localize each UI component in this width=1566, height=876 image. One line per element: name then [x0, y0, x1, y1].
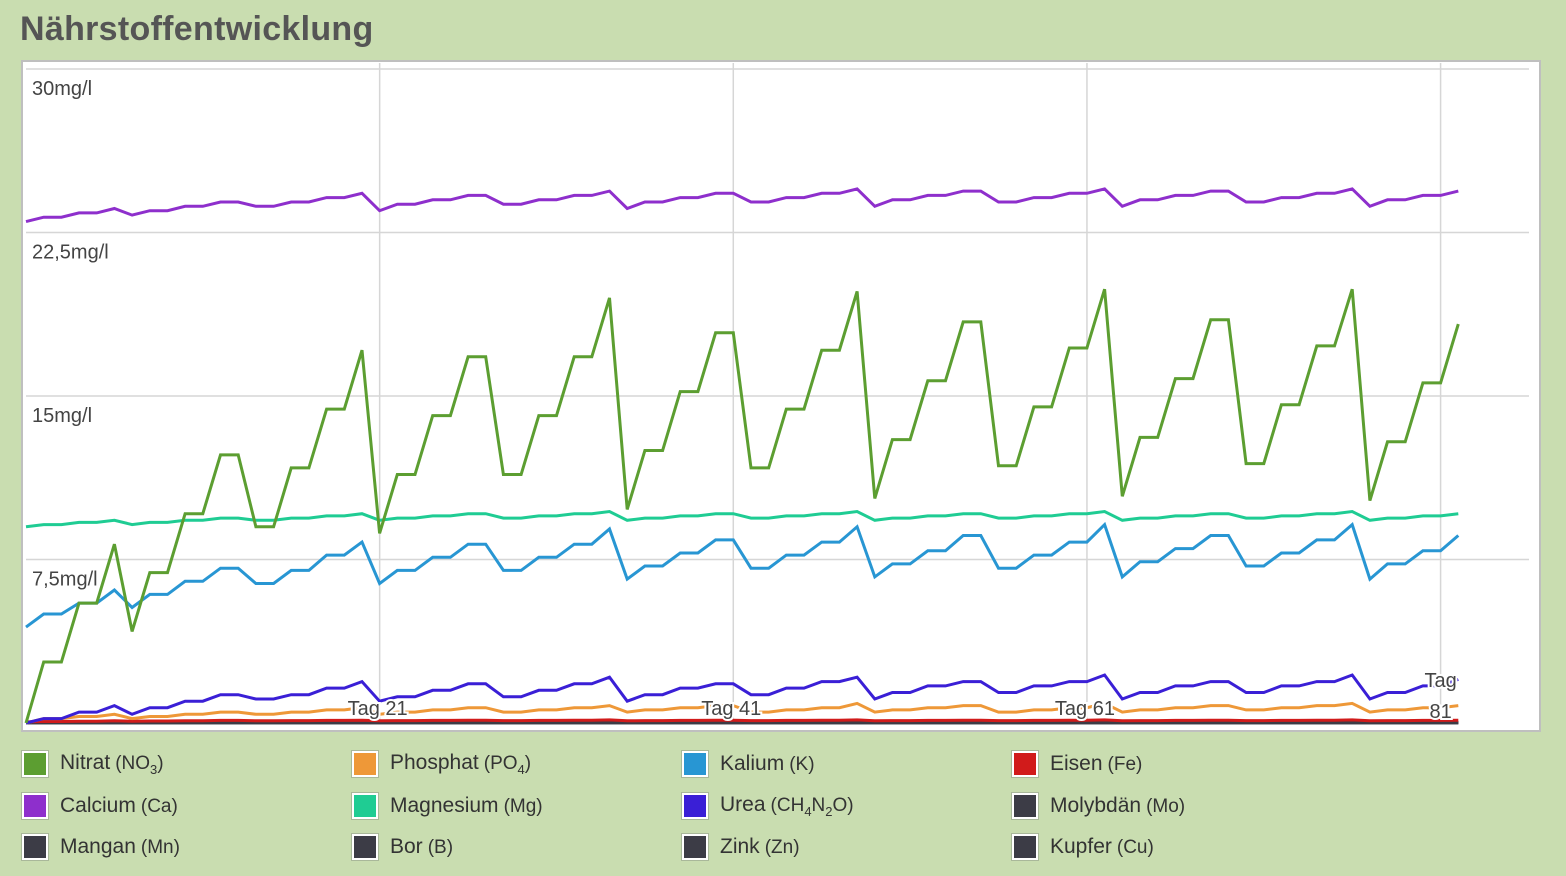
legend-formula: (Cu) [1116, 837, 1154, 858]
legend-item-eisen[interactable]: Eisen (Fe) [1012, 751, 1142, 777]
y-tick-label: 22,5mg/l [32, 242, 109, 264]
svg-text:Tag 61: Tag 61 [1055, 698, 1115, 720]
svg-text:81: 81 [1429, 701, 1451, 723]
legend-swatch[interactable] [352, 834, 378, 860]
legend-formula: (Ca) [140, 796, 178, 817]
legend-formula: (Fe) [1107, 754, 1143, 775]
y-tick-label: 30mg/l [32, 78, 92, 100]
legend-label: Bor (B) [390, 835, 453, 859]
series-line-nitrat [24, 288, 1460, 724]
x-tick-label: Tag 21 [346, 696, 410, 722]
legend-item-calcium[interactable]: Calcium (Ca) [22, 793, 178, 819]
legend-item-kupfer[interactable]: Kupfer (Cu) [1012, 834, 1154, 860]
svg-text:Tag: Tag [1424, 670, 1456, 692]
legend-swatch[interactable] [682, 793, 708, 819]
legend-formula: (CH4N2O) [770, 795, 854, 819]
legend-swatch[interactable] [1012, 793, 1038, 819]
legend-swatch[interactable] [22, 834, 48, 860]
legend-swatch[interactable] [682, 834, 708, 860]
legend-swatch[interactable] [1012, 751, 1038, 777]
legend-item-mangan[interactable]: Mangan (Mn) [22, 834, 180, 860]
legend-label: Mangan (Mn) [60, 835, 180, 859]
legend-name: Eisen [1050, 752, 1103, 775]
legend-label: Phosphat (PO4) [390, 751, 531, 777]
line-chart: 30mg/l 22,5mg/l 15mg/l 7,5mg/l Tag 21 Tag 41 T… [24, 63, 1529, 725]
legend-label: Calcium (Ca) [60, 794, 178, 818]
legend-item-kalium[interactable]: Kalium (K) [682, 751, 815, 777]
legend-item-nitrat[interactable]: Nitrat (NO3) [22, 751, 164, 777]
legend-formula: (NO3) [115, 753, 164, 777]
legend-name: Urea [720, 793, 766, 817]
legend-item-zink[interactable]: Zink (Zn) [682, 834, 800, 860]
chart-frame: 30mg/l 22,5mg/l 15mg/l 7,5mg/l Tag 21 Tag 41 T… [21, 60, 1541, 732]
series-line-phosphat [25, 701, 1459, 725]
series-line-eisen [25, 718, 1459, 724]
series-line-urea [25, 673, 1459, 725]
legend-name: Magnesium [390, 794, 499, 817]
legend-name: Kupfer [1050, 835, 1112, 858]
legend-item-magnesium[interactable]: Magnesium (Mg) [352, 793, 543, 819]
legend-swatch[interactable] [352, 793, 378, 819]
legend-label: Kupfer (Cu) [1050, 835, 1154, 859]
legend-name: Calcium [60, 794, 136, 817]
x-tick-label: Tag 41 [699, 696, 763, 722]
legend-formula: (Mn) [140, 837, 180, 858]
series-line-calcium [25, 187, 1459, 224]
legend-formula: (Mo) [1146, 796, 1186, 817]
legend-formula: (PO4) [483, 753, 532, 777]
series-line-kalium [25, 521, 1460, 629]
legend-label: Nitrat (NO3) [60, 751, 164, 777]
legend-swatch[interactable] [682, 751, 708, 777]
legend-swatch[interactable] [352, 751, 378, 777]
x-tick-label: Tag 81 [1422, 668, 1458, 725]
legend-swatch[interactable] [22, 793, 48, 819]
legend-label: Zink (Zn) [720, 835, 800, 859]
series-line-magnesium [25, 509, 1459, 529]
legend-label: Kalium (K) [720, 752, 815, 776]
legend-name: Kalium [720, 752, 785, 775]
legend-name: Mangan [60, 835, 136, 858]
svg-text:Tag 21: Tag 21 [348, 698, 408, 720]
legend-label: Molybdän (Mo) [1050, 794, 1185, 818]
legend-formula: (Mg) [503, 796, 543, 817]
y-tick-label: 15mg/l [32, 405, 92, 427]
legend-formula: (Zn) [764, 837, 800, 858]
legend-name: Molybdän [1050, 794, 1142, 817]
legend-name: Bor [390, 835, 423, 858]
legend-item-phosphat[interactable]: Phosphat (PO4) [352, 751, 531, 777]
legend-swatch[interactable] [22, 751, 48, 777]
legend-label: Eisen (Fe) [1050, 752, 1142, 776]
svg-text:Tag 41: Tag 41 [701, 698, 761, 720]
legend-formula: (K) [789, 754, 815, 775]
y-tick-label: 7,5mg/l [32, 569, 98, 591]
legend-item-molybdän[interactable]: Molybdän (Mo) [1012, 793, 1185, 819]
legend-name: Nitrat [60, 751, 111, 775]
chart-title: Nährstoffentwicklung [20, 10, 374, 48]
legend-label: Magnesium (Mg) [390, 794, 543, 818]
legend-name: Phosphat [390, 751, 479, 775]
legend-formula: (B) [427, 837, 454, 858]
x-tick-label: Tag 61 [1053, 696, 1117, 722]
legend-item-bor[interactable]: Bor (B) [352, 834, 453, 860]
legend-swatch[interactable] [1012, 834, 1038, 860]
legend-item-urea[interactable]: Urea (CH4N2O) [682, 793, 854, 819]
legend-label: Urea (CH4N2O) [720, 793, 854, 819]
legend-name: Zink [720, 835, 760, 858]
